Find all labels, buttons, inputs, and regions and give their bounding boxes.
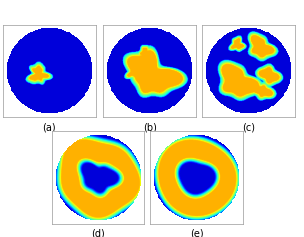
Text: (e): (e): [190, 229, 204, 237]
Text: (b): (b): [143, 122, 157, 132]
Text: (c): (c): [242, 122, 255, 132]
Text: (d): (d): [91, 229, 105, 237]
Text: (a): (a): [43, 122, 56, 132]
